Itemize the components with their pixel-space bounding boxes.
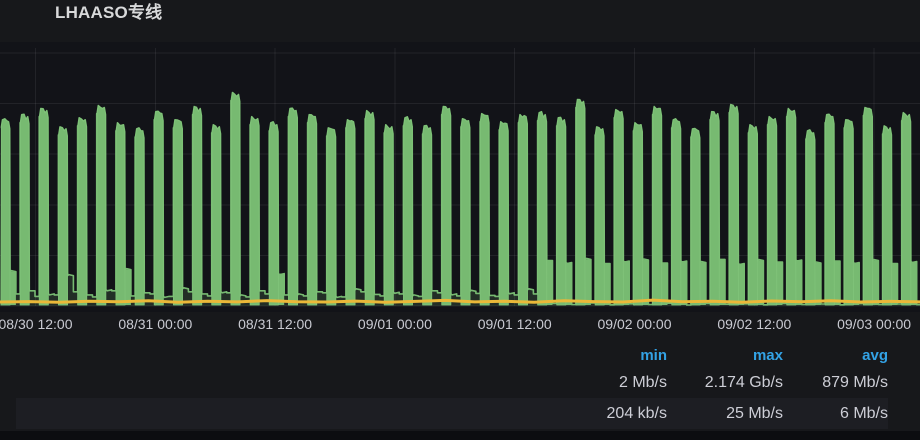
panel-title[interactable]: LHAASO专线 bbox=[55, 3, 163, 22]
green-burst bbox=[709, 111, 720, 306]
green-burst bbox=[498, 121, 509, 306]
green-plateau-block bbox=[565, 262, 572, 305]
green-burst bbox=[843, 119, 854, 306]
legend-series-name bbox=[16, 398, 557, 429]
green-burst bbox=[441, 106, 452, 306]
legend-header-min[interactable]: min bbox=[640, 347, 667, 364]
green-plateau-block bbox=[776, 262, 783, 305]
green-plateau-block bbox=[891, 263, 898, 305]
green-plateau-block bbox=[719, 259, 725, 305]
legend-name-column-header bbox=[16, 344, 557, 367]
legend-stat-avg: 6 Mb/s bbox=[783, 398, 888, 429]
legend-stat-max: 2.174 Gb/s bbox=[704, 374, 783, 391]
green-burst bbox=[307, 114, 318, 306]
green-burst bbox=[326, 127, 337, 306]
green-burst bbox=[748, 124, 758, 306]
x-tick-label: 09/02 00:00 bbox=[597, 316, 672, 332]
green-burst bbox=[805, 129, 816, 306]
green-plateau-block bbox=[604, 263, 610, 305]
x-tick-label: 08/31 00:00 bbox=[118, 316, 193, 332]
legend-table: min max avg 2 Mb/s 2.174 Gb/s 879 Mb/s 204 kb/… bbox=[0, 340, 920, 429]
green-burst bbox=[882, 125, 893, 306]
x-tick-label: 09/01 00:00 bbox=[357, 316, 432, 332]
x-axis: 08/30 12:00 08/31 00:00 08/31 12:00 09/01 0… bbox=[0, 316, 920, 334]
green-burst bbox=[172, 119, 184, 306]
green-burst bbox=[479, 113, 490, 306]
green-plateau-block bbox=[10, 271, 16, 305]
x-tick-label: 09/02 12:00 bbox=[717, 316, 792, 332]
legend-stat-avg: 879 Mb/s bbox=[822, 374, 888, 391]
green-plateau-block bbox=[680, 261, 687, 305]
green-plateau-block bbox=[795, 260, 802, 305]
green-burst bbox=[402, 116, 414, 306]
traffic-time-series-chart[interactable] bbox=[0, 0, 920, 340]
green-burst bbox=[824, 113, 835, 306]
green-burst bbox=[115, 122, 126, 306]
green-burst bbox=[767, 116, 778, 306]
green-plateau-block bbox=[700, 262, 706, 305]
green-plateau-block bbox=[853, 262, 860, 305]
x-tick-label: 09/01 12:00 bbox=[477, 316, 552, 332]
green-plateau-block bbox=[757, 260, 764, 305]
panel-bottom-edge bbox=[0, 431, 920, 440]
green-burst bbox=[728, 104, 739, 306]
legend-stat-max: 25 Mb/s bbox=[667, 398, 783, 429]
green-burst bbox=[690, 128, 701, 306]
green-burst bbox=[345, 119, 356, 306]
green-burst bbox=[594, 126, 605, 306]
orange-series-line bbox=[0, 298, 920, 304]
green-burst bbox=[0, 118, 11, 306]
green-burst bbox=[192, 106, 203, 306]
green-burst bbox=[422, 125, 433, 306]
green-burst bbox=[58, 126, 68, 306]
green-burst bbox=[287, 107, 299, 306]
green-burst bbox=[460, 118, 471, 306]
green-plateau-block bbox=[872, 260, 879, 305]
green-plateau-block bbox=[546, 260, 553, 305]
green-burst bbox=[518, 114, 528, 306]
green-burst bbox=[537, 111, 548, 306]
green-burst bbox=[230, 92, 241, 306]
green-plateau-block bbox=[834, 261, 840, 305]
green-burst bbox=[153, 110, 164, 306]
legend-header-max[interactable]: max bbox=[752, 347, 783, 364]
green-plateau-block bbox=[623, 261, 630, 305]
green-plateau-block bbox=[278, 273, 285, 305]
green-plateau-block bbox=[125, 269, 131, 305]
green-burst bbox=[786, 108, 797, 306]
legend-stat-min: 204 kb/s bbox=[557, 398, 667, 429]
green-burst bbox=[211, 124, 222, 306]
green-burst bbox=[671, 118, 682, 306]
legend-header-avg[interactable]: avg bbox=[862, 347, 888, 364]
green-plateau-block bbox=[661, 263, 668, 305]
green-plateau-block bbox=[642, 260, 649, 305]
green-plateau-block bbox=[585, 259, 591, 305]
x-tick-label: 08/30 12:00 bbox=[0, 316, 73, 332]
green-burst bbox=[96, 105, 107, 306]
green-burst bbox=[556, 117, 567, 306]
green-plateau-block bbox=[738, 263, 745, 305]
green-burst bbox=[575, 99, 586, 306]
green-burst bbox=[249, 116, 260, 306]
green-burst bbox=[383, 124, 394, 306]
green-plateau-block bbox=[815, 263, 821, 305]
x-tick-label: 09/03 00:00 bbox=[837, 316, 912, 332]
green-burst bbox=[633, 122, 643, 306]
legend-stat-min: 2 Mb/s bbox=[618, 374, 667, 391]
green-burst bbox=[268, 121, 279, 306]
green-burst bbox=[364, 110, 375, 306]
green-burst bbox=[863, 107, 873, 306]
green-plateau-block bbox=[910, 261, 917, 305]
legend-series-name bbox=[16, 367, 557, 398]
green-burst bbox=[613, 109, 624, 306]
green-burst bbox=[652, 106, 663, 306]
x-tick-label: 08/31 12:00 bbox=[238, 316, 313, 332]
plot-background bbox=[0, 42, 920, 312]
green-burst bbox=[19, 113, 30, 306]
green-burst bbox=[38, 108, 49, 306]
green-burst bbox=[134, 127, 145, 306]
green-burst bbox=[901, 112, 912, 306]
green-burst bbox=[77, 117, 88, 306]
